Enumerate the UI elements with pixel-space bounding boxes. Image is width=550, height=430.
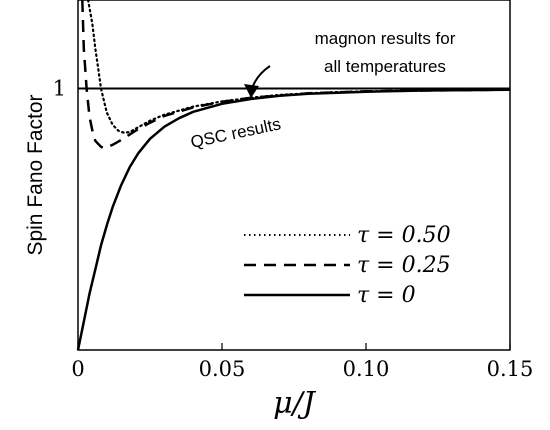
magnon-annotation-line2: all temperatures	[324, 57, 446, 76]
qsc-annotation: QSC results	[189, 114, 283, 152]
x-tick-label: 0.05	[199, 357, 246, 381]
plot-frame	[77, 0, 511, 351]
legend-label-tau-025: τ = 0.25	[357, 253, 451, 278]
y-tick-label: 1	[53, 77, 66, 101]
y-axis-label: Spin Fano Factor	[24, 94, 47, 255]
x-axis-label: μ/J	[273, 386, 317, 421]
legend-label-tau-0: τ = 0	[357, 283, 416, 308]
x-tick-label: 0.15	[487, 357, 534, 381]
x-tick-label: 0.10	[343, 357, 390, 381]
series-line-solid-2	[76, 88, 511, 351]
magnon-annotation-line1: magnon results for	[315, 29, 456, 48]
series-line-dotted-0	[87, 0, 512, 134]
legend-label-tau-050: τ = 0.50	[357, 223, 451, 248]
x-tick-label: 0	[71, 357, 84, 381]
magnon-annotation-arrowhead	[244, 84, 259, 98]
ticks-layer: 0 0.05 0.10 0.15 1	[53, 77, 534, 381]
legend: τ = 0.50 τ = 0.25 τ = 0	[244, 223, 451, 308]
series-layer	[76, 0, 512, 351]
